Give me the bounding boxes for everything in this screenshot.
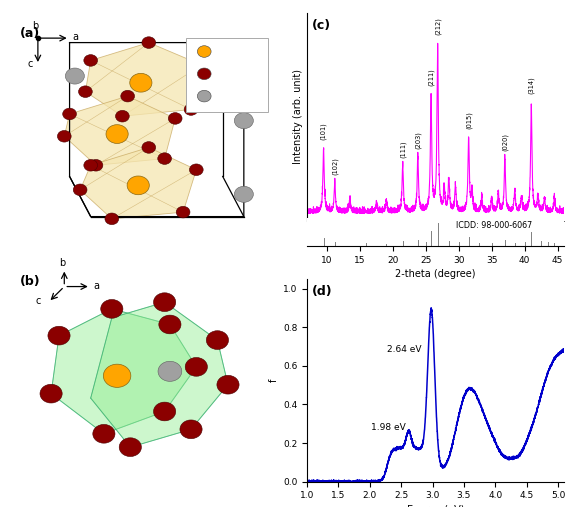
Circle shape <box>48 327 70 345</box>
Circle shape <box>217 375 239 394</box>
Text: (212): (212) <box>435 17 441 35</box>
Polygon shape <box>86 43 201 116</box>
Circle shape <box>100 300 123 318</box>
Circle shape <box>130 74 152 92</box>
Text: b: b <box>59 259 65 269</box>
Circle shape <box>159 315 181 334</box>
Text: (c): (c) <box>312 19 331 32</box>
Text: ICDD: 98-000-6067: ICDD: 98-000-6067 <box>456 221 533 230</box>
Circle shape <box>57 130 71 142</box>
Text: 2.64 eV: 2.64 eV <box>387 345 422 354</box>
Circle shape <box>153 402 176 421</box>
Text: (a): (a) <box>20 27 40 40</box>
Text: (211): (211) <box>428 68 435 86</box>
Circle shape <box>127 176 149 195</box>
Circle shape <box>73 184 87 196</box>
Circle shape <box>105 213 119 225</box>
Text: (101): (101) <box>320 123 327 140</box>
Circle shape <box>153 293 176 311</box>
Circle shape <box>89 160 103 171</box>
Circle shape <box>176 206 190 218</box>
Circle shape <box>189 164 203 175</box>
Text: b: b <box>33 21 39 31</box>
Circle shape <box>40 384 62 403</box>
Circle shape <box>84 55 98 66</box>
Text: (111): (111) <box>400 140 406 158</box>
Circle shape <box>84 160 98 171</box>
Circle shape <box>234 113 253 129</box>
Circle shape <box>197 68 211 80</box>
Text: (015): (015) <box>466 111 472 129</box>
Y-axis label: f: f <box>269 379 279 382</box>
Text: Rb: Rb <box>218 92 230 100</box>
Circle shape <box>65 68 84 84</box>
Text: (102): (102) <box>332 157 338 174</box>
Text: (314): (314) <box>528 77 534 94</box>
Circle shape <box>142 141 156 153</box>
FancyBboxPatch shape <box>186 38 267 112</box>
Circle shape <box>168 113 182 124</box>
Circle shape <box>197 90 211 102</box>
Text: 1.98 eV: 1.98 eV <box>371 422 406 431</box>
Circle shape <box>195 59 208 70</box>
Circle shape <box>119 438 141 456</box>
Circle shape <box>234 186 253 202</box>
Text: I: I <box>218 69 220 78</box>
X-axis label: Energy (eV): Energy (eV) <box>407 504 464 507</box>
Circle shape <box>158 153 172 164</box>
Circle shape <box>206 331 228 349</box>
Text: c: c <box>28 59 33 69</box>
Text: c: c <box>35 297 41 306</box>
Circle shape <box>103 364 131 387</box>
Circle shape <box>115 111 129 122</box>
Polygon shape <box>91 302 228 447</box>
Circle shape <box>184 104 198 115</box>
Text: a: a <box>94 281 99 291</box>
Polygon shape <box>51 309 196 434</box>
Text: (b): (b) <box>20 275 40 288</box>
Polygon shape <box>80 148 196 219</box>
Circle shape <box>63 108 76 120</box>
Text: (d): (d) <box>312 285 333 298</box>
Circle shape <box>185 357 207 376</box>
Circle shape <box>93 424 115 443</box>
Text: a: a <box>72 32 78 43</box>
Circle shape <box>180 420 202 439</box>
X-axis label: 2-theta (degree): 2-theta (degree) <box>395 269 476 279</box>
Circle shape <box>142 37 156 48</box>
Circle shape <box>106 125 128 143</box>
Text: (020): (020) <box>502 133 508 151</box>
Circle shape <box>197 46 211 57</box>
Circle shape <box>158 361 182 381</box>
Circle shape <box>79 86 92 97</box>
Polygon shape <box>64 96 175 165</box>
Y-axis label: Intensity (arb. unit): Intensity (arb. unit) <box>293 69 303 164</box>
Text: (203): (203) <box>414 131 421 149</box>
Circle shape <box>121 90 134 102</box>
Text: Pb: Pb <box>218 47 228 56</box>
